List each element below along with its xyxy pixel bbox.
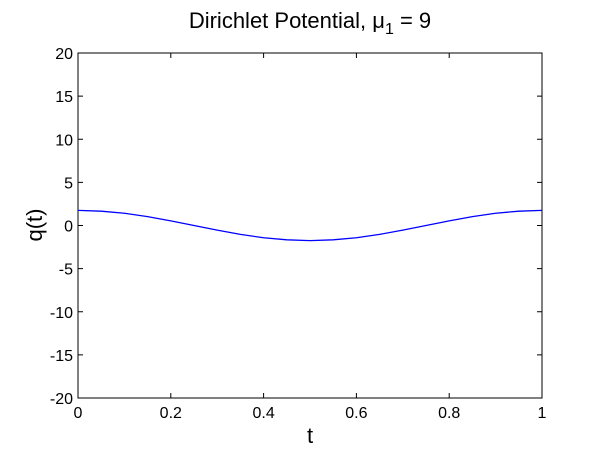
y-axis-label: q(t) bbox=[22, 209, 47, 242]
x-tick-label: 0.6 bbox=[345, 405, 367, 422]
x-axis-label: t bbox=[307, 423, 313, 448]
plot-area-frame bbox=[77, 52, 543, 399]
y-tick-label: 20 bbox=[55, 46, 73, 63]
y-tick-label: -20 bbox=[50, 391, 73, 408]
y-tick-label: -5 bbox=[59, 262, 73, 279]
y-tick-label: -15 bbox=[50, 348, 73, 365]
x-axis-ticks: 0 0.2 0.4 0.6 0.8 1 bbox=[74, 53, 547, 422]
series-line bbox=[77, 209, 543, 242]
y-axis-ticks: -20 -15 -10 -5 0 5 10 15 20 bbox=[50, 46, 542, 408]
chart-title-main: Dirichlet Potential, bbox=[189, 8, 372, 33]
x-tick-label: 0.4 bbox=[252, 405, 274, 422]
y-tick-label: 5 bbox=[64, 175, 73, 192]
x-tick-label: 0.2 bbox=[160, 405, 182, 422]
chart-title: Dirichlet Potential, μ1 = 9 bbox=[189, 8, 431, 38]
y-tick-label: 0 bbox=[64, 219, 73, 236]
y-tick-label: -10 bbox=[50, 305, 73, 322]
x-tick-label: 1 bbox=[538, 405, 547, 422]
x-tick-label: 0.8 bbox=[438, 405, 460, 422]
chart-title-subscript: 1 bbox=[385, 21, 394, 38]
chart-title-mu: μ bbox=[372, 8, 385, 33]
y-tick-label: 10 bbox=[55, 132, 73, 149]
y-tick-label: 15 bbox=[55, 89, 73, 106]
x-tick-label: 0 bbox=[74, 405, 83, 422]
chart-title-tail: = 9 bbox=[394, 8, 431, 33]
